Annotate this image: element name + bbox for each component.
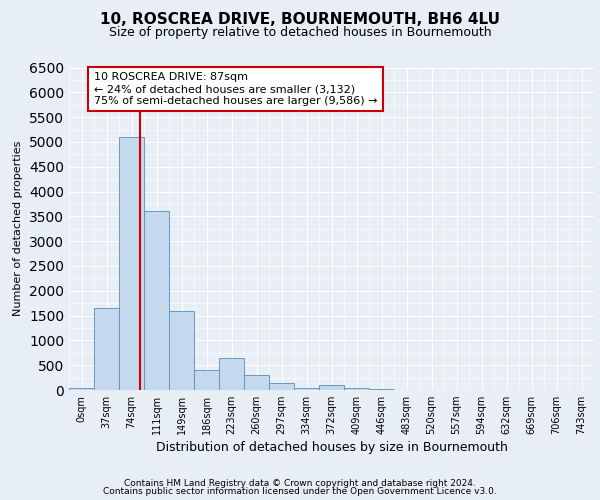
Bar <box>269 382 294 390</box>
X-axis label: Distribution of detached houses by size in Bournemouth: Distribution of detached houses by size … <box>155 442 508 454</box>
Text: 10 ROSCREA DRIVE: 87sqm
← 24% of detached houses are smaller (3,132)
75% of semi: 10 ROSCREA DRIVE: 87sqm ← 24% of detache… <box>94 72 377 106</box>
Text: Contains HM Land Registry data © Crown copyright and database right 2024.: Contains HM Land Registry data © Crown c… <box>124 478 476 488</box>
Bar <box>244 375 269 390</box>
Bar <box>294 388 319 390</box>
Bar <box>369 388 394 390</box>
Y-axis label: Number of detached properties: Number of detached properties <box>13 141 23 316</box>
Text: 10, ROSCREA DRIVE, BOURNEMOUTH, BH6 4LU: 10, ROSCREA DRIVE, BOURNEMOUTH, BH6 4LU <box>100 12 500 26</box>
Bar <box>219 358 244 390</box>
Bar <box>194 370 219 390</box>
Bar <box>119 137 144 390</box>
Bar <box>94 308 119 390</box>
Text: Size of property relative to detached houses in Bournemouth: Size of property relative to detached ho… <box>109 26 491 39</box>
Bar <box>319 385 344 390</box>
Bar <box>144 212 169 390</box>
Bar <box>344 388 369 390</box>
Bar <box>69 388 94 390</box>
Bar <box>169 310 194 390</box>
Text: Contains public sector information licensed under the Open Government Licence v3: Contains public sector information licen… <box>103 487 497 496</box>
